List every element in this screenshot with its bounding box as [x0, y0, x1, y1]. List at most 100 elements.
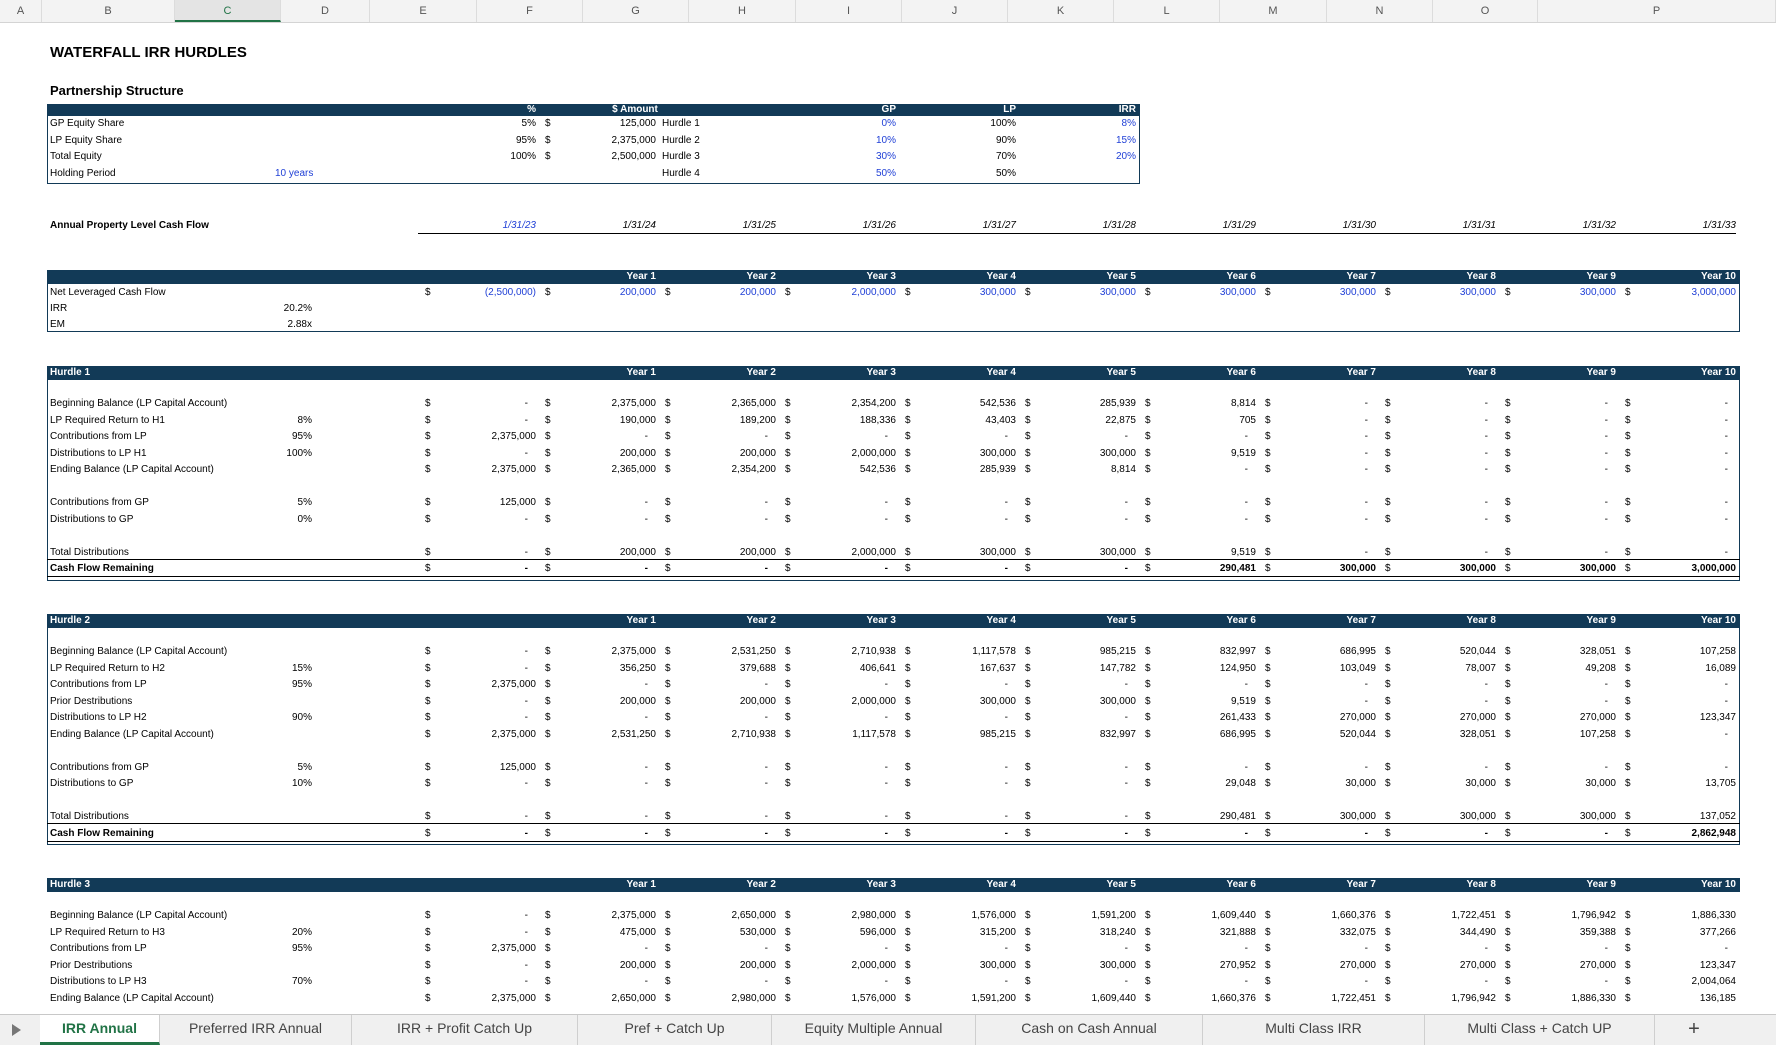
dollar-sign: $: [665, 992, 671, 1004]
hurdle-value: -: [1484, 695, 1488, 707]
column-header-l[interactable]: L: [1114, 0, 1220, 22]
year-header: Year 8: [1466, 879, 1496, 890]
dollar-sign: $: [1265, 761, 1271, 773]
dollar-sign: $: [785, 497, 791, 508]
dollar-sign: $: [1625, 712, 1631, 723]
hurdle-row-label: Distributions to GP: [50, 778, 134, 789]
hurdle-value: -: [1004, 778, 1008, 789]
dollar-sign: $: [545, 431, 551, 442]
dollar-sign: $: [1385, 778, 1391, 789]
hurdle-value: -: [764, 778, 768, 789]
dollar-sign: $: [1625, 976, 1631, 987]
dollar-sign: $: [1625, 959, 1631, 971]
sheet-tab-irr-annual[interactable]: IRR Annual: [40, 1015, 160, 1045]
hurdle-value: 270,000: [1459, 959, 1496, 971]
dollar-sign: $: [545, 287, 551, 298]
dollar-sign: $: [1145, 513, 1151, 525]
sheet-tab-multi-class-irr[interactable]: Multi Class IRR: [1203, 1015, 1425, 1045]
dollar-sign: $: [545, 513, 551, 525]
dollar-sign: $: [1145, 431, 1151, 442]
dollar-sign: $: [1385, 414, 1391, 426]
dollar-sign: $: [1505, 513, 1511, 525]
column-header-k[interactable]: K: [1008, 0, 1114, 22]
dollar-sign: $: [1385, 959, 1391, 971]
dollar-sign: $: [905, 712, 911, 723]
column-header-p[interactable]: P: [1538, 0, 1776, 22]
hurdle-value: -: [1124, 827, 1128, 839]
hurdle-value: -: [884, 497, 888, 508]
hurdle-value: -: [1484, 431, 1488, 442]
sheet-tab-equity-multiple-annual[interactable]: Equity Multiple Annual: [772, 1015, 976, 1045]
hurdle-value: -: [524, 811, 528, 822]
column-header-j[interactable]: J: [902, 0, 1008, 22]
partnership-amount: 125,000: [619, 118, 656, 129]
hurdle-value: -: [1124, 811, 1128, 822]
dollar-sign: $: [1145, 827, 1151, 839]
column-header-c[interactable]: C: [175, 0, 281, 22]
hurdle-value: 125,000: [499, 497, 536, 508]
dollar-sign: $: [1265, 431, 1271, 442]
sheet-tab-irr-profit-catch-up[interactable]: IRR + Profit Catch Up: [352, 1015, 578, 1045]
dollar-sign: $: [1145, 959, 1151, 971]
hurdle-value: 9,519: [1230, 447, 1256, 459]
column-header-h[interactable]: H: [689, 0, 796, 22]
dollar-sign: $: [1625, 827, 1631, 839]
dollar-sign: $: [1505, 431, 1511, 442]
dollar-sign: $: [1265, 464, 1271, 475]
column-header-i[interactable]: I: [796, 0, 902, 22]
hurdle-value: 2,004,064: [1691, 976, 1737, 987]
column-header-o[interactable]: O: [1433, 0, 1538, 22]
hurdle-value: 136,185: [1699, 992, 1736, 1004]
column-header-b[interactable]: B: [42, 0, 175, 22]
year-header: Year 6: [1226, 879, 1256, 890]
dollar-sign: $: [665, 761, 671, 773]
plus-icon[interactable]: +: [1688, 1018, 1700, 1040]
hurdle-value: -: [1604, 827, 1608, 839]
dollar-sign: $: [1505, 679, 1511, 690]
date-cell: 1/31/30: [1342, 220, 1376, 231]
hurdle-row-label: Contributions from GP: [50, 761, 149, 773]
hurdle-value: -: [1724, 761, 1728, 773]
hurdle-value: 200,000: [739, 695, 776, 707]
hurdle-value: 832,997: [1219, 646, 1256, 657]
sheet-tab-cash-on-cash-annual[interactable]: Cash on Cash Annual: [976, 1015, 1203, 1045]
dollar-sign: $: [1385, 695, 1391, 707]
dollar-sign: $: [425, 712, 431, 723]
hurdle-value: -: [1004, 431, 1008, 442]
dollar-sign: $: [905, 695, 911, 707]
hurdle-value: 78,007: [1465, 662, 1496, 674]
hurdle-value: -: [1484, 546, 1488, 558]
hurdle-value: -: [644, 811, 648, 822]
em-label: EM: [50, 319, 65, 330]
dollar-sign: $: [905, 431, 911, 442]
column-header-m[interactable]: M: [1220, 0, 1327, 22]
hurdle-value: 49,208: [1585, 662, 1616, 674]
column-header-n[interactable]: N: [1327, 0, 1433, 22]
partnership-lp: 90%: [995, 134, 1016, 146]
sheet-tab-multi-class-catch-up[interactable]: Multi Class + Catch UP: [1425, 1015, 1655, 1045]
hurdle-value: -: [884, 712, 888, 723]
year-header: Year 2: [746, 271, 776, 282]
column-header-g[interactable]: G: [583, 0, 689, 22]
date-cell: 1/31/31: [1462, 220, 1496, 231]
column-header-f[interactable]: F: [477, 0, 583, 22]
play-triangle-icon[interactable]: [12, 1024, 21, 1036]
dollar-sign: $: [1625, 563, 1631, 574]
hurdle-value: 2,650,000: [611, 992, 657, 1004]
hurdle-value: -: [1244, 464, 1248, 475]
hurdle-value: 8,814: [1230, 398, 1256, 409]
sheet-tab-pref-catch-up[interactable]: Pref + Catch Up: [578, 1015, 772, 1045]
column-header-a[interactable]: A: [0, 0, 42, 22]
dollar-sign: $: [785, 287, 791, 298]
dollar-sign: $: [1505, 827, 1511, 839]
column-header-e[interactable]: E: [370, 0, 477, 22]
dollar-sign: $: [1385, 662, 1391, 674]
hurdle-value: -: [1724, 679, 1728, 690]
dollar-sign: $: [1145, 398, 1151, 409]
year-header: Year 3: [866, 271, 896, 282]
hurdle-value: 30,000: [1465, 778, 1496, 789]
sheet-tab-preferred-irr-annual[interactable]: Preferred IRR Annual: [160, 1015, 352, 1045]
dollar-sign: $: [1385, 679, 1391, 690]
year-header: Year 5: [1106, 367, 1136, 378]
column-header-d[interactable]: D: [281, 0, 370, 22]
